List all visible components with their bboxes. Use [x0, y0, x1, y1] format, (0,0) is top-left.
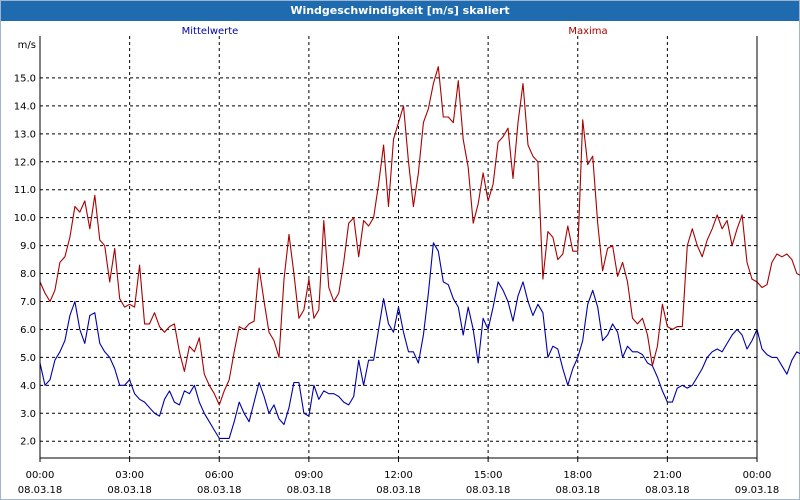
x-tick-time: 00:00	[26, 470, 55, 481]
x-tick-time: 21:00	[653, 470, 682, 481]
y-tick-label: 8.0	[20, 269, 36, 280]
x-tick-date: 08.03.18	[555, 485, 600, 496]
x-tick-time: 09:00	[294, 470, 323, 481]
y-axis-label: m/s	[18, 40, 36, 51]
y-tick-label: 10.0	[14, 213, 36, 224]
chart-title: Windgeschwindigkeit [m/s] skaliert	[1, 1, 799, 21]
y-tick-label: 12.0	[14, 157, 36, 168]
x-tick-time: 00:00	[743, 470, 772, 481]
y-tick-label: 11.0	[14, 185, 36, 196]
y-tick-label: 9.0	[20, 241, 36, 252]
x-tick-date: 08.03.18	[376, 485, 421, 496]
x-tick-time: 18:00	[563, 470, 592, 481]
y-tick-label: 6.0	[20, 325, 36, 336]
x-tick-date: 08.03.18	[466, 485, 511, 496]
y-tick-label: 7.0	[20, 297, 36, 308]
y-tick-label: 15.0	[14, 73, 36, 84]
x-tick-time: 12:00	[384, 470, 413, 481]
x-tick-date: 08.03.18	[645, 485, 690, 496]
x-tick-date: 08.03.18	[107, 485, 152, 496]
series-line-maxima	[39, 66, 800, 406]
y-tick-label: 4.0	[20, 381, 36, 392]
legend-maxima: Maxima	[568, 26, 607, 37]
y-tick-label: 13.0	[14, 129, 36, 140]
y-tick-label: 14.0	[14, 101, 36, 112]
x-tick-time: 03:00	[115, 470, 144, 481]
x-tick-date: 08.03.18	[197, 485, 242, 496]
x-tick-date: 09.03.18	[735, 485, 780, 496]
y-tick-label: 2.0	[20, 437, 36, 448]
x-tick-time: 15:00	[474, 470, 503, 481]
x-tick-date: 08.03.18	[287, 485, 332, 496]
legend-mittelwerte: Mittelwerte	[182, 26, 239, 37]
y-tick-label: 5.0	[20, 353, 36, 364]
x-tick-date: 08.03.18	[18, 485, 63, 496]
series-line-mittelwerte	[39, 242, 800, 439]
y-tick-label: 3.0	[20, 409, 36, 420]
x-tick-time: 06:00	[205, 470, 234, 481]
